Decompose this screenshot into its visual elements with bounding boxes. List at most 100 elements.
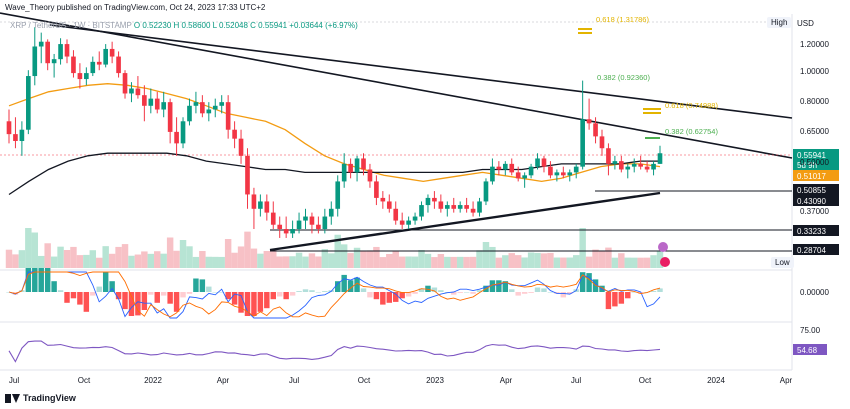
candle-body bbox=[399, 220, 405, 225]
candle-body bbox=[432, 197, 437, 202]
macd-bar bbox=[102, 272, 109, 292]
rsi-badge bbox=[793, 344, 827, 355]
x-tick-label: Oct bbox=[78, 376, 91, 385]
volume-bar bbox=[534, 252, 541, 268]
candle-body bbox=[438, 201, 444, 209]
macd-bar bbox=[44, 268, 51, 292]
candle-body bbox=[528, 166, 534, 176]
macd-bar bbox=[354, 277, 360, 292]
ohlc-values: O 0.52230 H 0.58600 L 0.52048 C 0.55941 … bbox=[133, 21, 358, 30]
volume-bar bbox=[154, 251, 161, 268]
currency-label[interactable]: USD bbox=[797, 19, 814, 28]
macd-bar bbox=[225, 292, 231, 300]
candle-body bbox=[457, 205, 463, 209]
candle-body bbox=[560, 172, 566, 176]
candle-body bbox=[361, 158, 366, 170]
volume-bar bbox=[50, 256, 58, 268]
candle-body bbox=[612, 161, 618, 164]
candle-body bbox=[232, 129, 237, 139]
volume-bar bbox=[70, 246, 77, 268]
event-icon bbox=[658, 242, 668, 252]
candle-body bbox=[290, 229, 295, 234]
candle-body bbox=[129, 88, 134, 94]
candle-body bbox=[573, 166, 579, 173]
macd-bar bbox=[496, 280, 502, 292]
candle-body bbox=[380, 197, 386, 202]
volume-bar bbox=[418, 250, 425, 268]
macd-bar bbox=[476, 290, 483, 292]
candle-body bbox=[142, 95, 147, 106]
candle-body bbox=[148, 98, 154, 106]
footer-brand[interactable]: TradingView bbox=[5, 393, 76, 403]
macd-bar bbox=[38, 268, 44, 292]
macd-bar bbox=[470, 292, 476, 294]
macd-bar bbox=[405, 292, 412, 297]
macd-zero-label: 0.00000 bbox=[800, 288, 829, 297]
candle-body bbox=[270, 212, 276, 225]
x-tick-label: Apr bbox=[217, 376, 230, 385]
volume-bar bbox=[579, 228, 586, 268]
macd-bar bbox=[586, 273, 592, 292]
fib-layer bbox=[578, 28, 661, 139]
volume-bar bbox=[566, 257, 573, 268]
y-tick-label: 0.50000 bbox=[800, 158, 829, 167]
volume-bar bbox=[540, 253, 548, 268]
volume-bar bbox=[160, 253, 167, 268]
candle-body bbox=[651, 163, 656, 170]
candle-body bbox=[444, 205, 450, 209]
volume-bar bbox=[598, 250, 606, 268]
candle-body bbox=[502, 163, 508, 170]
macd-bar bbox=[231, 292, 238, 305]
candle-body bbox=[96, 61, 102, 65]
volume-bar bbox=[18, 250, 26, 268]
volume-bar bbox=[5, 249, 13, 268]
tradingview-logo-icon bbox=[5, 393, 20, 403]
macd-bar bbox=[167, 292, 173, 304]
volume-bar bbox=[31, 232, 39, 268]
volume-bar bbox=[186, 246, 193, 268]
candle-body bbox=[71, 56, 76, 74]
candles-layer bbox=[6, 27, 663, 238]
candle-body bbox=[593, 123, 598, 137]
candle-body bbox=[45, 41, 50, 64]
volume-bar bbox=[347, 253, 354, 268]
price-badge-label: 0.51017 bbox=[797, 172, 826, 181]
candle-body bbox=[122, 73, 128, 94]
symbol-label[interactable]: XRP / TetherUS · 1W · BITSTAMP bbox=[10, 21, 132, 30]
candle-body bbox=[251, 194, 257, 209]
candle-body bbox=[638, 163, 643, 167]
macd-bar bbox=[335, 281, 341, 292]
candle-body bbox=[522, 175, 527, 179]
candle-body bbox=[32, 46, 38, 77]
candle-body bbox=[303, 216, 308, 221]
macd-bar bbox=[451, 292, 457, 295]
volume-bar bbox=[585, 256, 593, 268]
macd-bar bbox=[193, 278, 199, 292]
x-tick-label: Apr bbox=[780, 376, 793, 385]
candle-body bbox=[328, 208, 334, 217]
candle-body bbox=[367, 169, 373, 182]
macd-bar bbox=[528, 292, 534, 293]
macd-bar bbox=[412, 292, 418, 294]
volume-bar bbox=[353, 247, 361, 268]
candle-body bbox=[496, 166, 502, 170]
macd-bar bbox=[438, 290, 444, 292]
sma200-line bbox=[8, 152, 660, 196]
macd-bar bbox=[173, 292, 180, 312]
macd-bar bbox=[657, 288, 663, 292]
candle-body bbox=[541, 158, 547, 167]
volume-bar bbox=[63, 250, 71, 268]
macd-bar bbox=[322, 291, 328, 292]
candle-body bbox=[26, 76, 31, 130]
ema50-line bbox=[8, 83, 661, 183]
volume-bar bbox=[199, 251, 206, 268]
volume-bar bbox=[315, 256, 322, 268]
brand-text: TradingView bbox=[23, 393, 76, 403]
x-tick-label: Jul bbox=[571, 376, 581, 385]
volume-bar bbox=[553, 257, 561, 268]
macd-bar bbox=[341, 274, 347, 292]
macd-bar bbox=[251, 292, 257, 316]
macd-bar bbox=[51, 281, 57, 292]
